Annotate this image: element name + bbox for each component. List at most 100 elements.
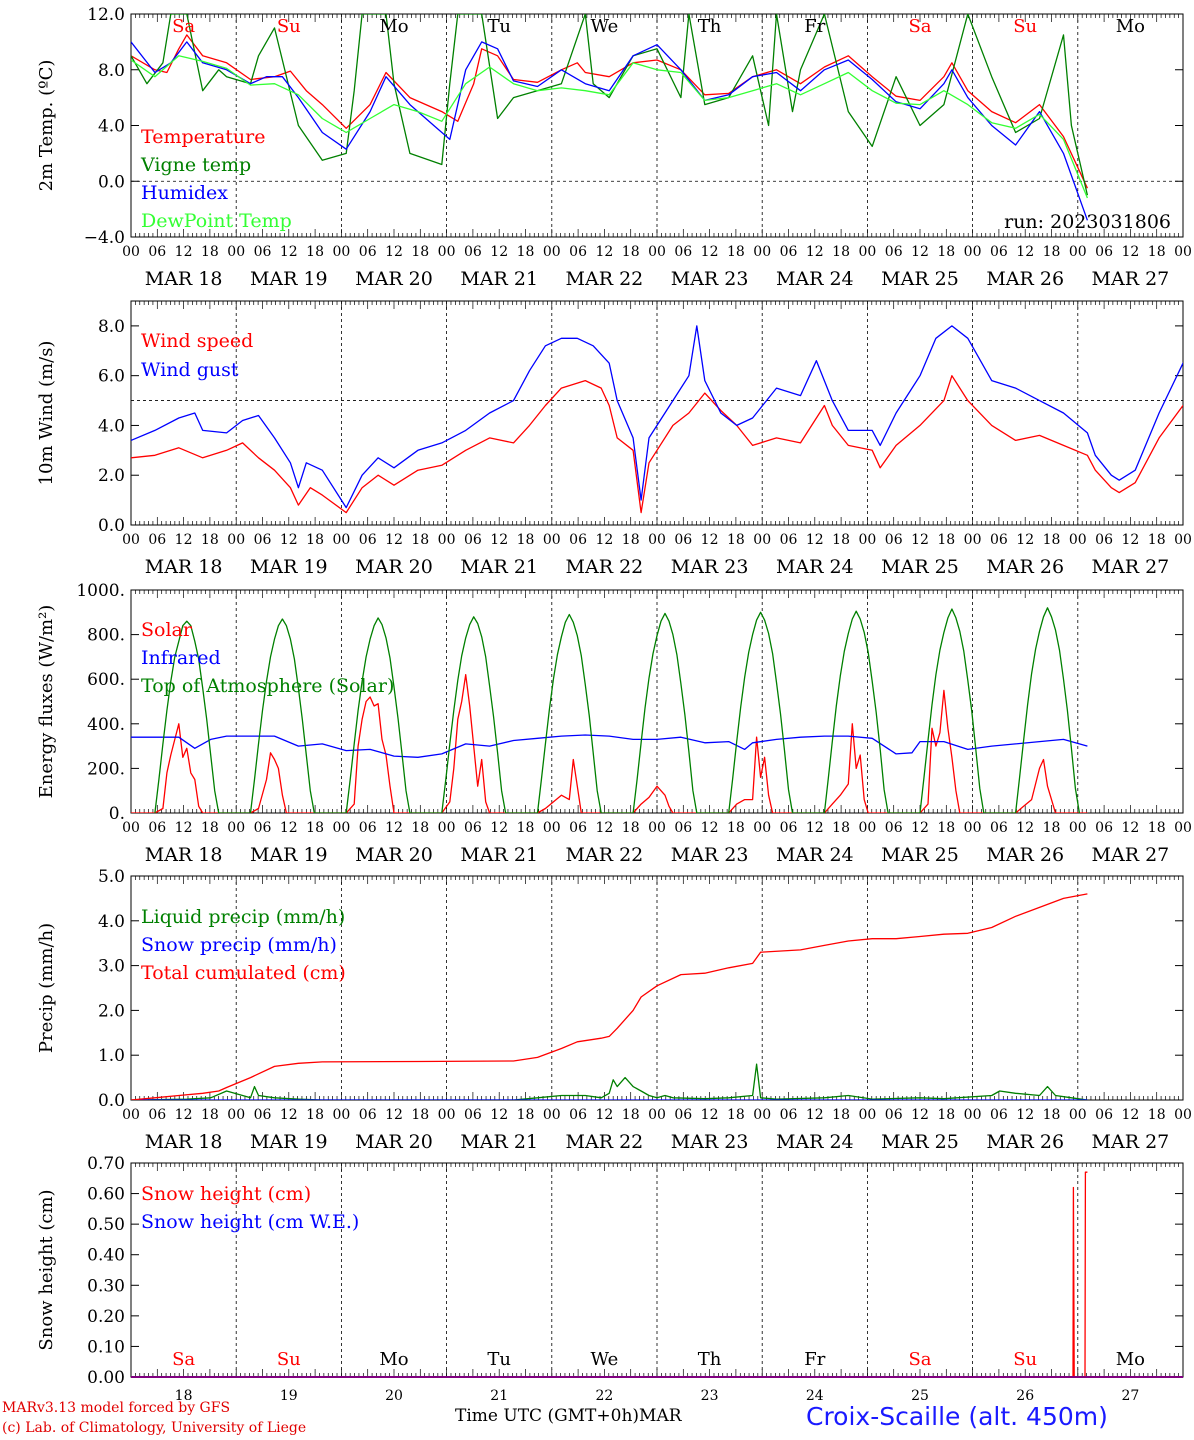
hour-tick-label: 18 <box>727 532 745 548</box>
date-label: MAR 20 <box>355 268 433 290</box>
hour-tick-label: 00 <box>543 820 561 836</box>
hour-tick-label: 00 <box>438 1107 456 1123</box>
time-axis-title: Time UTC (GMT+0h)MAR <box>455 1406 682 1426</box>
hour-tick-label: 00 <box>122 244 140 260</box>
series-line <box>131 41 1089 221</box>
hour-tick-label: 18 <box>411 244 429 260</box>
panel-3: 0. 200. 400. 600. 800. 1000. Energy fluxes (W/… <box>36 581 1192 866</box>
y-tick-label: 3.0 <box>98 957 125 977</box>
y-tick-label: 0.20 <box>87 1307 125 1327</box>
hour-tick-label: 18 <box>832 820 850 836</box>
series-line <box>131 375 1183 514</box>
series-line <box>131 1063 1088 1100</box>
series-line <box>131 674 1088 813</box>
y-tick-label: 0.70 <box>87 1154 125 1174</box>
hour-tick-label: 18 <box>306 820 324 836</box>
hour-tick-label: 12 <box>911 1107 929 1123</box>
hour-tick-label: 18 <box>201 244 219 260</box>
hour-tick-label: 18 <box>832 532 850 548</box>
hour-tick-label: 06 <box>990 244 1008 260</box>
date-label: MAR 27 <box>1092 844 1170 866</box>
y-tick-label: 2.0 <box>98 1001 125 1021</box>
date-label: MAR 25 <box>881 556 959 578</box>
legend-entry: DewPoint Temp <box>141 210 292 232</box>
hour-tick-label: 00 <box>227 1107 245 1123</box>
hour-tick-label: 06 <box>148 1107 166 1123</box>
day-number-label: 19 <box>280 1388 298 1404</box>
plot-frame <box>130 589 1184 814</box>
hour-tick-label: 06 <box>569 820 587 836</box>
hour-tick-label: 18 <box>727 820 745 836</box>
y-tick-label: 0.50 <box>87 1215 125 1235</box>
hour-tick-label: 12 <box>1121 532 1139 548</box>
weekday-label: We <box>591 1349 619 1370</box>
hour-tick-label: 00 <box>858 244 876 260</box>
y-axis-title: Energy fluxes (W/m²) <box>36 605 57 799</box>
series-group <box>131 14 1089 221</box>
day-number-label: 26 <box>1016 1388 1034 1404</box>
legend-entry: Snow precip (mm/h) <box>141 934 337 956</box>
legend-entry: Humidex <box>141 182 228 204</box>
series-line <box>131 55 1089 199</box>
weekday-label: Su <box>277 16 301 37</box>
hour-tick-label: 00 <box>753 532 771 548</box>
hour-tick-label: 18 <box>1148 532 1166 548</box>
y-tick-label: 6.0 <box>98 367 125 387</box>
hour-tick-label: 00 <box>227 532 245 548</box>
hour-tick-label: 18 <box>517 1107 535 1123</box>
y-tick-label: 0.0 <box>98 516 125 536</box>
hour-tick-label: 06 <box>780 532 798 548</box>
hour-tick-label: 12 <box>701 532 719 548</box>
time-axis-label: Time UTC (GMT+0h) <box>455 1406 640 1426</box>
y-tick-label: 0. <box>109 804 125 824</box>
hour-tick-label: 18 <box>727 1107 745 1123</box>
date-label: MAR 27 <box>1092 556 1170 578</box>
date-label: MAR 26 <box>986 1131 1064 1153</box>
weekday-label: Mo <box>1116 1349 1145 1370</box>
weekday-label: Sa <box>908 1349 931 1370</box>
legend-entry: Snow height (cm) <box>141 1183 311 1205</box>
hour-tick-label: 12 <box>701 1107 719 1123</box>
series-group <box>131 1171 1088 1377</box>
hour-tick-label: 06 <box>254 1107 272 1123</box>
weekday-label: Th <box>698 16 722 37</box>
legend-entry: Solar <box>141 619 193 641</box>
hour-tick-label: 00 <box>438 532 456 548</box>
series-group <box>131 325 1183 514</box>
y-tick-label: 0.40 <box>87 1246 125 1266</box>
weekday-label: Sa <box>172 16 195 37</box>
legend-entry: Wind gust <box>141 359 239 381</box>
y-tick-label: −4.0 <box>84 228 125 248</box>
hour-tick-label: 12 <box>701 820 719 836</box>
y-tick-label: 0.10 <box>87 1337 125 1357</box>
hour-tick-label: 18 <box>622 244 640 260</box>
hour-tick-label: 12 <box>175 1107 193 1123</box>
hour-tick-label: 00 <box>753 1107 771 1123</box>
hour-tick-label: 18 <box>411 532 429 548</box>
hour-tick-label: 18 <box>937 532 955 548</box>
hour-tick-label: 00 <box>332 244 350 260</box>
date-label: MAR 18 <box>145 268 223 290</box>
y-tick-label: 4.0 <box>98 117 125 137</box>
hour-tick-label: 00 <box>1174 532 1192 548</box>
hour-tick-label: 00 <box>1174 244 1192 260</box>
y-tick-label: 1000. <box>76 581 125 601</box>
panel-2: 0.0 2.0 4.0 6.0 8.0 10m Wind (m/s) Wind speed W… <box>36 300 1192 578</box>
hour-tick-label: 00 <box>858 1107 876 1123</box>
hour-tick-label: 00 <box>543 244 561 260</box>
date-label: MAR 23 <box>671 556 749 578</box>
series-group <box>131 607 1088 813</box>
hour-tick-label: 18 <box>201 820 219 836</box>
date-label: MAR 24 <box>776 556 854 578</box>
hour-tick-label: 18 <box>201 532 219 548</box>
hour-tick-label: 06 <box>359 532 377 548</box>
date-label: MAR 20 <box>355 844 433 866</box>
hour-tick-label: 06 <box>885 532 903 548</box>
y-tick-label: 400. <box>87 715 125 735</box>
weekday-label: Th <box>698 1349 722 1370</box>
station-name: Croix-Scaille (alt. 450m) <box>806 1402 1108 1431</box>
date-label: MAR 19 <box>250 268 328 290</box>
date-label: MAR 22 <box>566 268 644 290</box>
date-label: MAR 18 <box>145 556 223 578</box>
date-label: MAR 21 <box>460 844 538 866</box>
